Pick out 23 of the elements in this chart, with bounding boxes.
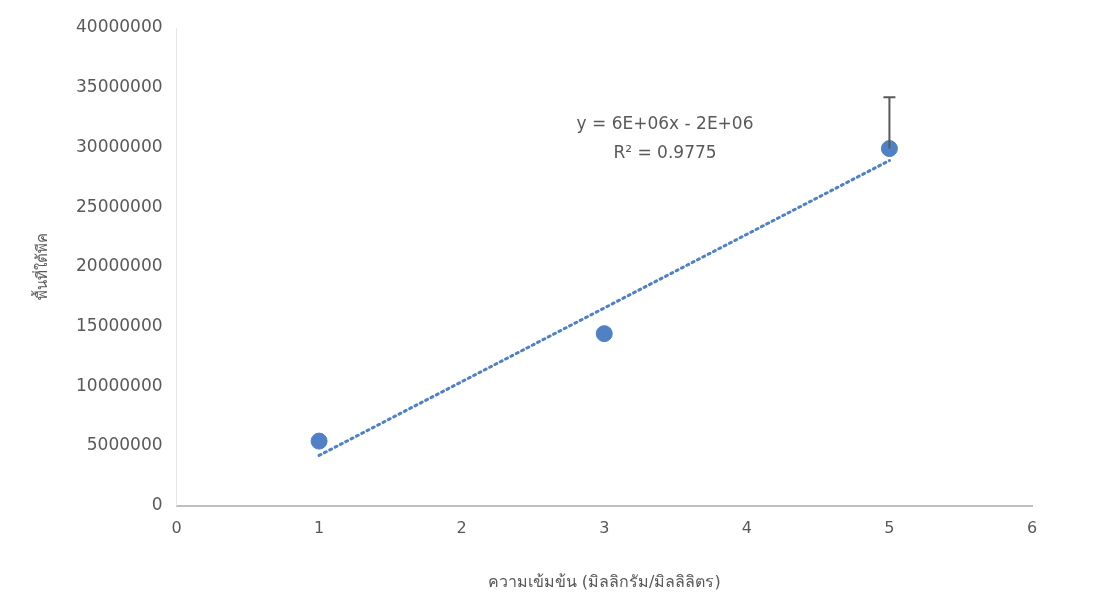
x-tick-label: 2 bbox=[456, 518, 467, 538]
x-tick-label: 0 bbox=[171, 518, 182, 538]
y-tick-label: 40000000 bbox=[76, 16, 163, 37]
y-tick-label: 10000000 bbox=[76, 374, 163, 395]
x-axis-title: ความเข้มข้น (มิลลิกรัม/มิลลิลิตร) bbox=[487, 571, 721, 591]
x-tick-label: 4 bbox=[741, 518, 752, 538]
x-tick-label: 6 bbox=[1026, 518, 1038, 538]
y-tick-label: 35000000 bbox=[76, 76, 163, 97]
annotation: R² = 0.9775 bbox=[613, 142, 717, 163]
y-tick-label: 25000000 bbox=[76, 195, 163, 216]
y-axis-title: พื้นที่ใต้พีค bbox=[30, 233, 51, 301]
point bbox=[310, 432, 328, 450]
point bbox=[595, 325, 613, 343]
y-tick-label: 30000000 bbox=[76, 135, 163, 156]
y-tick-label: 20000000 bbox=[76, 255, 163, 276]
x-tick-label: 1 bbox=[314, 518, 325, 538]
x-tick-label: 3 bbox=[599, 518, 610, 538]
y-tick-label: 0 bbox=[151, 494, 163, 515]
point bbox=[880, 140, 898, 158]
y-tick-label: 15000000 bbox=[76, 314, 163, 335]
annotation: y = 6E+06x - 2E+06 bbox=[576, 113, 754, 134]
x-tick-label: 5 bbox=[884, 518, 895, 538]
y-tick-label: 5000000 bbox=[86, 434, 163, 455]
